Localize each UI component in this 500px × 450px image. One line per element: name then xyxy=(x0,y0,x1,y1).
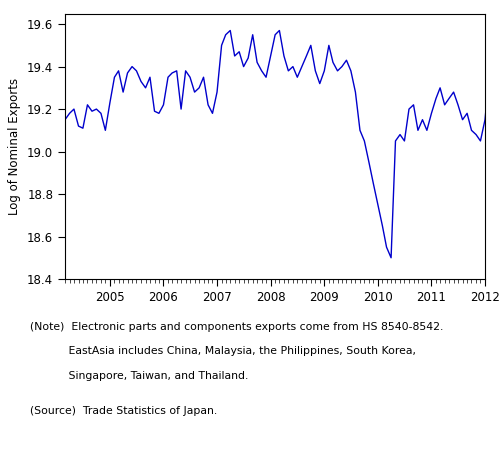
Text: Singapore, Taiwan, and Thailand.: Singapore, Taiwan, and Thailand. xyxy=(30,371,248,381)
Text: (Source)  Trade Statistics of Japan.: (Source) Trade Statistics of Japan. xyxy=(30,406,217,416)
Text: (Note)  Electronic parts and components exports come from HS 8540-8542.: (Note) Electronic parts and components e… xyxy=(30,322,444,332)
Y-axis label: Log of Nominal Exports: Log of Nominal Exports xyxy=(8,78,22,215)
Text: EastAsia includes China, Malaysia, the Philippines, South Korea,: EastAsia includes China, Malaysia, the P… xyxy=(30,346,416,356)
